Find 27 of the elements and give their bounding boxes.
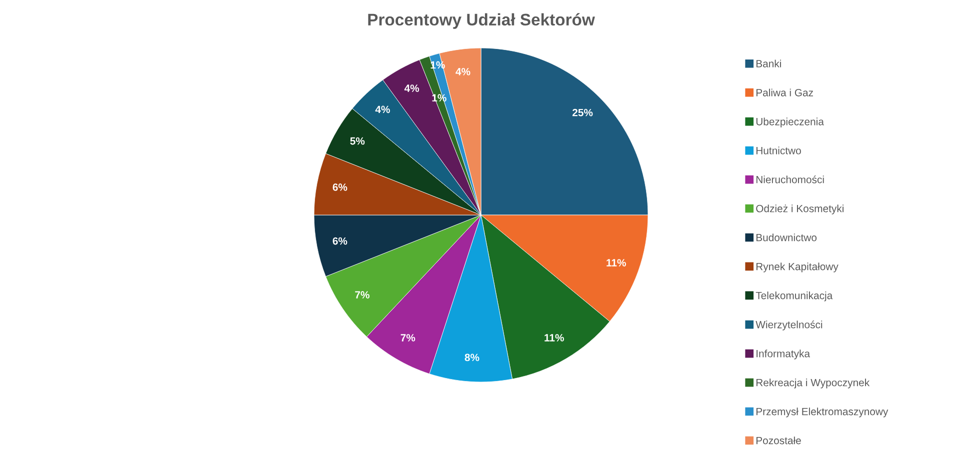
legend-label: Budownictwo <box>756 234 817 242</box>
chart-title: Procentowy Udział Sektorów <box>368 13 595 29</box>
data-label: 25% <box>572 108 593 116</box>
legend-label: Pozostałe <box>756 436 801 444</box>
legend-label: Nieruchomości <box>756 176 824 184</box>
data-label: 11% <box>606 259 626 266</box>
data-label: 11% <box>544 334 564 342</box>
legend-label: Odzież i Kosmetyki <box>756 204 844 214</box>
data-label: 6% <box>332 184 348 191</box>
data-label: 4% <box>375 106 390 114</box>
legend-label: Rekreacja i Wypoczynek <box>756 378 870 388</box>
legend-label: Paliwa i Gaz <box>756 88 813 96</box>
legend-label: Przemysł Elektromaszynowy <box>756 408 888 418</box>
data-label: 6% <box>332 237 348 245</box>
legend-label: Banki <box>756 60 781 68</box>
data-label: 5% <box>350 137 365 145</box>
legend-label: Wierzytelności <box>756 320 822 330</box>
data-label: 4% <box>404 84 420 92</box>
legend-label: Hutnictwo <box>756 146 801 154</box>
legend-label: Informatyka <box>756 350 810 360</box>
legend-label: Rynek Kapitałowy <box>756 262 838 272</box>
data-label: 8% <box>464 354 480 362</box>
data-label: 7% <box>355 291 370 298</box>
data-label: 7% <box>400 334 416 342</box>
legend-label: Ubezpieczenia <box>756 118 824 128</box>
data-label: 4% <box>456 68 470 76</box>
legend-label: Telekomunikacja <box>756 292 833 302</box>
